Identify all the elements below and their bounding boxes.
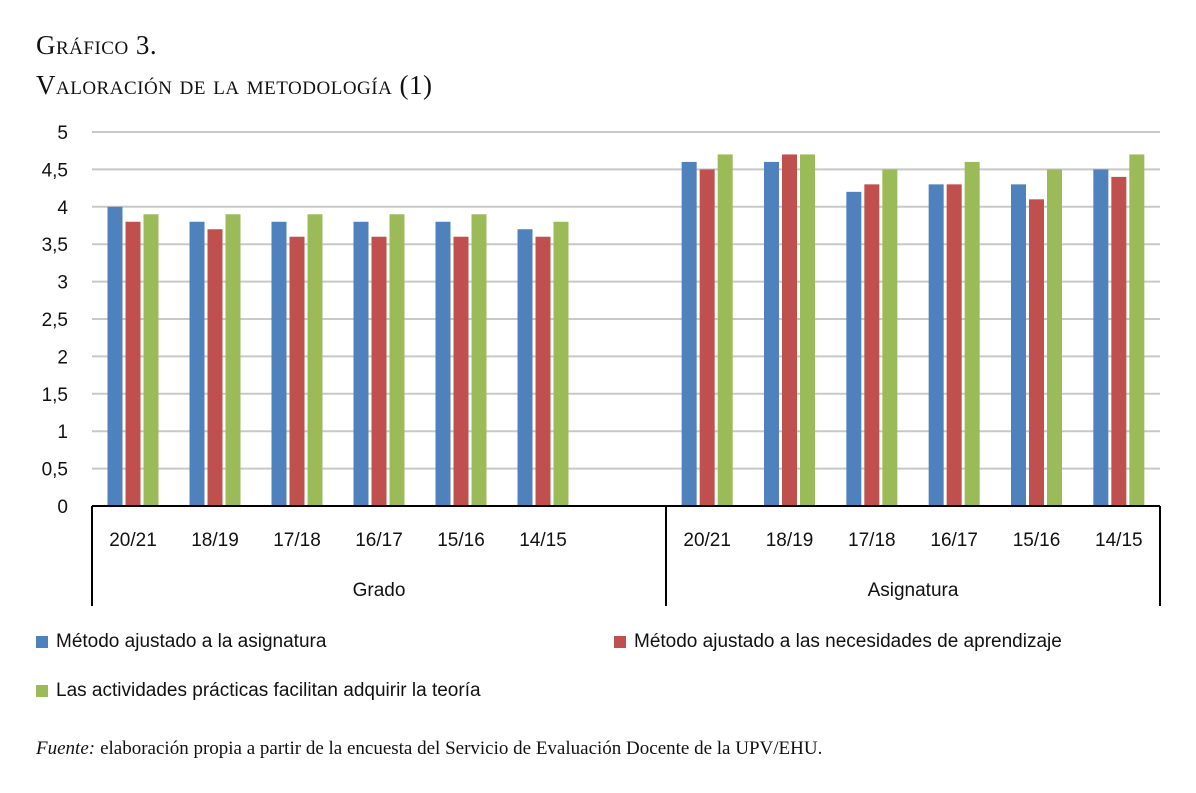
legend-swatch-green <box>36 685 48 697</box>
bar <box>307 214 323 506</box>
y-axis-ticks: 0 0,5 1 1,5 2 2,5 3 3,5 4 4,5 5 <box>42 123 69 518</box>
bar <box>928 184 944 507</box>
x-tick-label: 17/18 <box>848 530 896 551</box>
bar <box>882 169 898 506</box>
x-tick-label: 16/17 <box>355 530 403 551</box>
bars <box>107 154 1145 507</box>
source-label: Fuente: <box>36 738 96 759</box>
bar <box>1029 199 1044 506</box>
y-tick-label: 0 <box>57 497 68 518</box>
y-tick-label: 4 <box>57 198 68 219</box>
figure-label: Gráfico 3. <box>36 30 158 60</box>
bar <box>389 214 405 506</box>
bar <box>1129 154 1145 506</box>
legend-label: Método ajustado a la asignatura <box>56 631 327 652</box>
bar <box>946 184 962 507</box>
bar <box>681 161 697 507</box>
bar <box>225 214 241 506</box>
bar <box>1111 176 1127 506</box>
x-tick-label: 14/15 <box>1095 530 1143 551</box>
bar <box>553 221 569 506</box>
x-tick-label: 17/18 <box>273 530 321 551</box>
bar <box>353 221 369 506</box>
bar <box>189 221 205 506</box>
x-tick-label: 18/19 <box>191 530 239 551</box>
legend-item-3: Las actividades prácticas facilitan adqu… <box>36 680 481 702</box>
y-tick-label: 0,5 <box>42 460 68 481</box>
y-tick-label: 1 <box>57 422 68 443</box>
bar <box>107 206 123 507</box>
legend-swatch-red <box>614 636 626 648</box>
bar <box>535 236 551 506</box>
source-text: elaboración propia a partir de la encues… <box>100 738 823 759</box>
x-tick-label: 18/19 <box>766 530 814 551</box>
bar <box>471 214 487 506</box>
x-tick-label: 15/16 <box>1013 530 1061 551</box>
legend-item-2: Método ajustado a las necesidades de apr… <box>614 631 1062 653</box>
x-tick-label: 20/21 <box>109 530 157 551</box>
bar <box>800 154 815 506</box>
x-tick-label: 14/15 <box>519 530 567 551</box>
source-note: Fuente: elaboración propia a partir de la… <box>36 738 822 760</box>
x-tick-label: 15/16 <box>437 530 485 551</box>
bar <box>864 184 880 507</box>
group-label: Asignatura <box>868 580 959 601</box>
y-tick-label: 1,5 <box>42 385 68 406</box>
y-tick-label: 3,5 <box>42 235 68 256</box>
bar <box>271 221 287 506</box>
bar <box>125 221 141 506</box>
x-axis: 20/21 18/19 17/18 16/17 15/16 14/15 Grado 20/21… <box>91 505 1161 606</box>
bar <box>289 236 305 506</box>
bar <box>964 161 980 507</box>
y-tick-label: 2 <box>57 347 68 368</box>
bar <box>1093 169 1109 506</box>
bar <box>1011 184 1026 507</box>
bar <box>517 229 533 507</box>
bar <box>371 236 387 506</box>
bar <box>1047 169 1062 506</box>
bar <box>699 169 715 506</box>
legend-item-1: Método ajustado a la asignatura <box>36 631 326 653</box>
y-tick-label: 5 <box>57 123 68 144</box>
legend-label: Las actividades prácticas facilitan adqu… <box>56 680 481 701</box>
bar <box>453 236 469 506</box>
bar <box>435 221 451 506</box>
bar <box>764 161 779 507</box>
bar-chart: 0 0,5 1 1,5 2 2,5 3 3,5 4 4,5 5 20/21 18/19 17/18 16/… <box>42 123 1161 606</box>
y-tick-label: 4,5 <box>42 160 68 181</box>
bar <box>717 154 733 506</box>
bar <box>207 229 223 507</box>
legend-label: Método ajustado a las necesidades de apr… <box>634 631 1062 652</box>
bar <box>782 154 797 506</box>
x-tick-label: 20/21 <box>683 530 731 551</box>
y-tick-label: 2,5 <box>42 310 68 331</box>
legend-swatch-blue <box>36 636 48 648</box>
group-label: Grado <box>353 580 406 601</box>
bar <box>143 214 159 506</box>
gridlines <box>92 131 1160 470</box>
y-tick-label: 3 <box>57 273 68 294</box>
chart-title: Valoración de la metodología (1) <box>36 70 433 100</box>
x-tick-label: 16/17 <box>930 530 978 551</box>
bar <box>846 191 862 506</box>
